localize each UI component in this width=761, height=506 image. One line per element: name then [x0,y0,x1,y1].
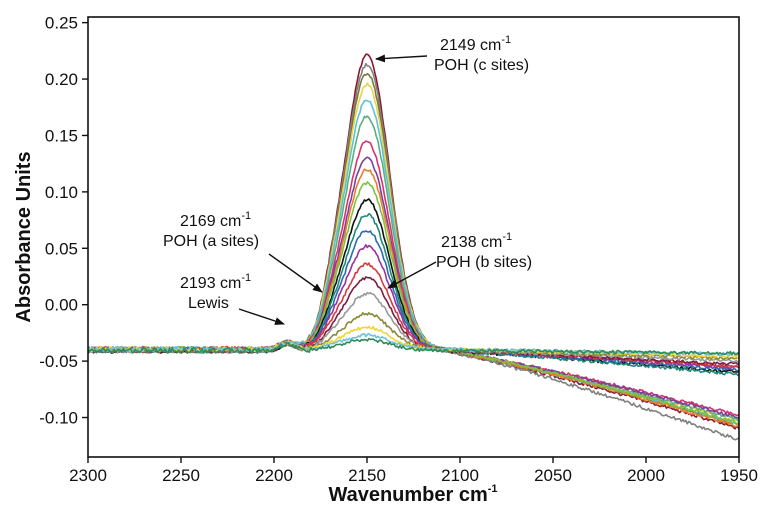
y-tick-label: 0.20 [45,70,78,89]
annotation-a-sites-label: POH (a sites) [163,233,259,250]
arrow-lewis [238,308,285,325]
annotation-b-sites: 2138 cm-1 POH (b sites) [387,231,532,289]
arrow-a-sites [268,253,323,293]
x-tick-label: 2050 [534,466,572,485]
y-tick-label: 0.00 [45,296,78,315]
spectrum-line [88,82,739,423]
y-tick-label: 0.10 [45,183,78,202]
annotation-c-sites: 2149 cm-1 POH (c sites) [375,34,529,74]
x-tick-label: 2300 [69,466,107,485]
series-layer [88,53,739,441]
y-tick-label: -0.10 [39,409,78,428]
spectrum-line [88,337,739,356]
svg-text:2138 cm-1: 2138 cm-1 [441,231,512,251]
y-tick-label: 0.15 [45,126,78,145]
spectrum-line [88,332,739,357]
spectrum-line [88,168,739,428]
plot-frame [87,16,740,458]
annotation-c-sites-label: POH (c sites) [434,57,529,74]
annotation-lewis-wavenumber: 2193 cm [180,275,241,292]
svg-text:2169 cm-1: 2169 cm-1 [180,210,251,230]
y-tick-label: 0.05 [45,239,78,258]
spectrum-line [88,62,739,441]
annotation-lewis-label: Lewis [188,295,229,312]
spectrum-line [88,115,739,422]
spectrum-line [88,72,739,427]
spectrum-line [88,213,739,377]
x-tick-label: 1950 [720,466,758,485]
y-tick-label: 0.25 [45,14,78,33]
spectrum-line [88,99,739,426]
spectrum-line [88,156,739,419]
y-tick-label: -0.05 [39,352,78,371]
annotation-lewis: 2193 cm-1 Lewis [180,272,285,325]
spectrum-line [88,181,739,425]
arrow-b-sites [387,261,437,289]
annotation-b-sites-wavenumber: 2138 cm [441,234,502,251]
annotation-a-sites: 2169 cm-1 POH (a sites) [163,210,323,293]
spectrum-line [88,140,739,418]
arrow-c-sites [375,54,428,63]
annotation-c-sites-wavenumber: 2149 cm [440,37,501,54]
annotation-b-sites-label: POH (b sites) [436,254,532,271]
axis-ticks: 2300 2250 2200 2150 2100 2050 2000 1950 0.25 0.20… [39,14,758,485]
svg-text:2193 cm-1: 2193 cm-1 [180,272,251,292]
x-tick-label: 2200 [255,466,293,485]
x-axis-title: Wavenumber cm-1 [328,483,497,506]
svg-text:2149 cm-1: 2149 cm-1 [440,34,511,54]
y-axis-title: Absorbance Units [13,151,35,322]
x-tick-label: 2250 [162,466,200,485]
x-tick-label: 2100 [441,466,479,485]
x-tick-label: 2000 [627,466,665,485]
x-tick-label: 2150 [348,466,386,485]
annotation-a-sites-wavenumber: 2169 cm [180,213,241,230]
